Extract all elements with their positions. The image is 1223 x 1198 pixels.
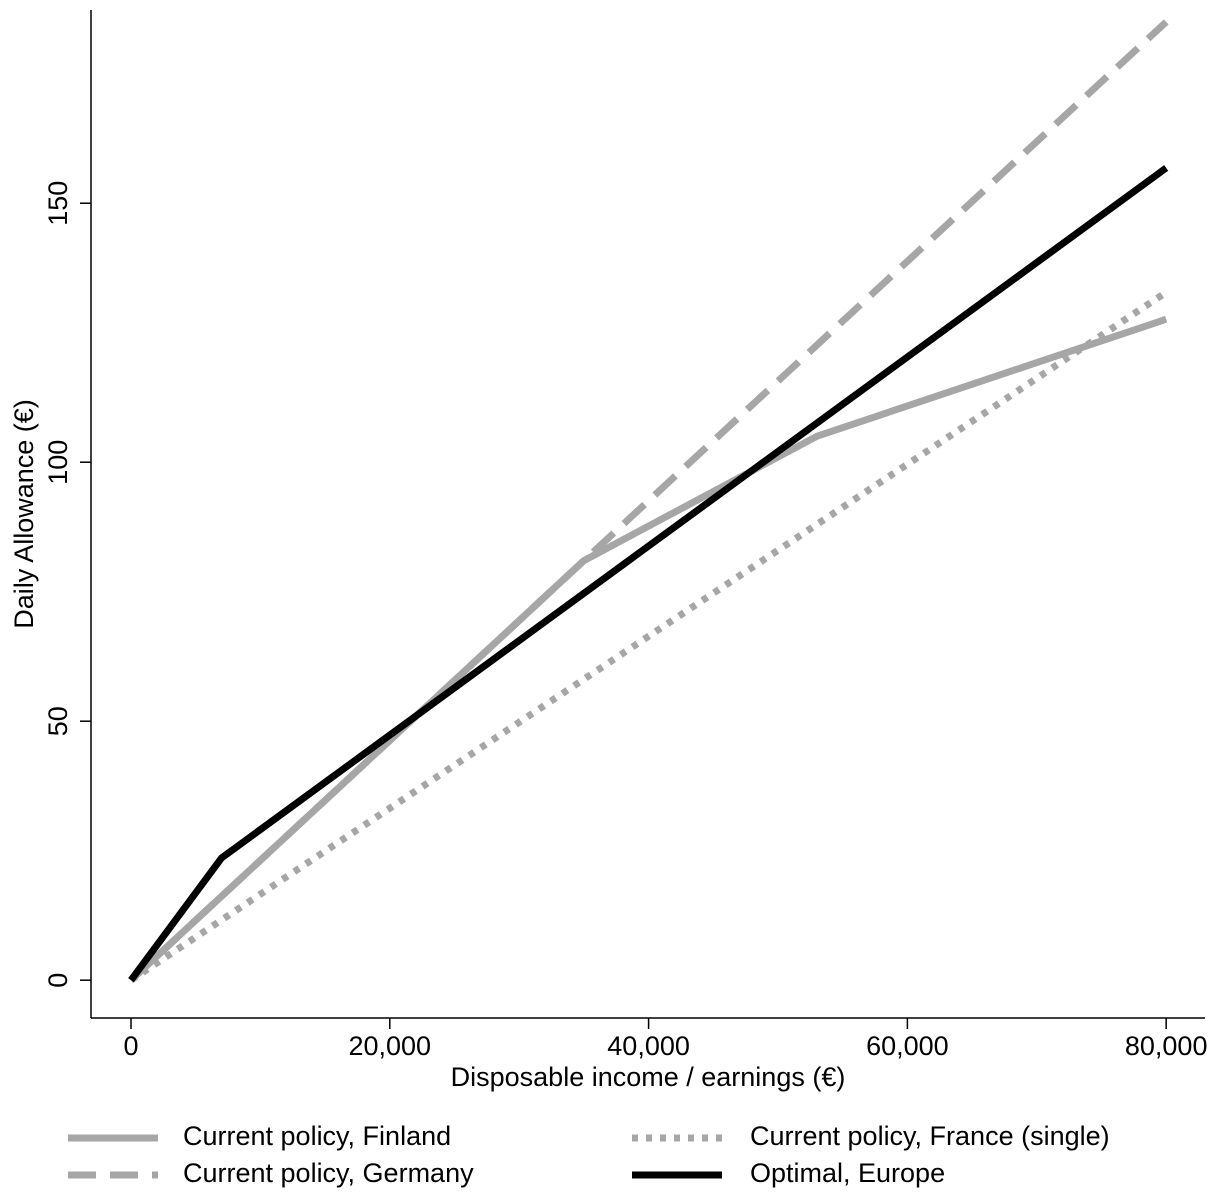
y-tick-label: 150: [43, 181, 73, 226]
y-tick-label: 100: [43, 440, 73, 485]
legend-label: Current policy, France (single): [750, 1121, 1110, 1151]
y-axis-label: Daily Allowance (€): [9, 399, 39, 629]
x-axis-label: Disposable income / earnings (€): [451, 1062, 846, 1092]
series-line: [128, 19, 1169, 983]
x-tick-label: 20,000: [348, 1031, 431, 1061]
legend-label: Current policy, Germany: [183, 1158, 474, 1188]
y-tick-label: 50: [43, 706, 73, 736]
legend-label: Optimal, Europe: [750, 1158, 945, 1188]
x-tick-label: 80,000: [1125, 1031, 1208, 1061]
series-line: [129, 289, 1169, 984]
legend-label: Current policy, Finland: [183, 1121, 451, 1151]
y-tick-label: 0: [43, 973, 73, 988]
x-tick-label: 0: [123, 1031, 138, 1061]
series-line: [128, 165, 1169, 983]
x-tick-label: 40,000: [607, 1031, 690, 1061]
x-tick-label: 60,000: [866, 1031, 949, 1061]
